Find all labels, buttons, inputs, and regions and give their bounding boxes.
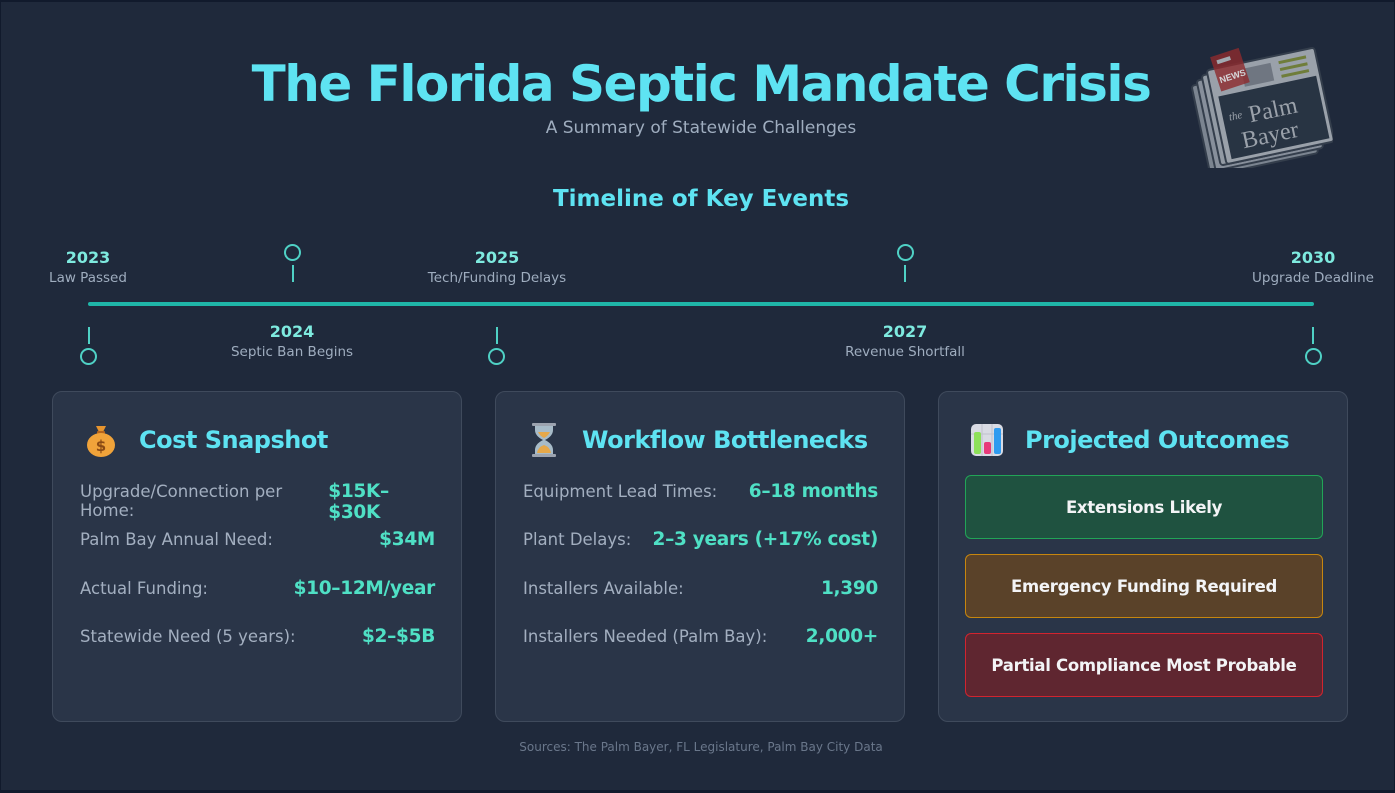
svg-text:$: $ — [96, 437, 106, 455]
timeline-event-2030: 2030 Upgrade Deadline — [1252, 248, 1374, 286]
projected-outcomes-card: Projected Outcomes Extensions Likely Eme… — [938, 391, 1348, 722]
sources-footer: Sources: The Palm Bayer, FL Legislature,… — [519, 740, 883, 754]
stat-row: Installers Available: 1,390 — [523, 578, 878, 599]
card-header: Projected Outcomes — [969, 422, 1290, 458]
stat-row: Statewide Need (5 years): $2–$5B — [80, 626, 435, 647]
card-title: Workflow Bottlenecks — [582, 426, 868, 454]
stat-row: Equipment Lead Times: 6–18 months — [523, 481, 878, 502]
svg-text:the: the — [1228, 109, 1244, 124]
timeline-marker-icon — [80, 348, 97, 365]
card-title: Cost Snapshot — [139, 426, 328, 454]
stat-row: Actual Funding: $10–12M/year — [80, 578, 435, 599]
timeline-marker-icon — [897, 244, 914, 261]
workflow-bottlenecks-card: Workflow Bottlenecks Equipment Lead Time… — [495, 391, 905, 722]
outcome-extensions-likely: Extensions Likely — [965, 475, 1323, 539]
timeline-marker-icon — [1305, 348, 1322, 365]
timeline-marker-icon — [488, 348, 505, 365]
header: The Florida Septic Mandate Crisis A Summ… — [1, 54, 1395, 138]
bar-chart-icon — [969, 422, 1005, 458]
timeline-stem — [904, 265, 906, 282]
timeline-stem — [88, 327, 90, 344]
timeline-event-2027: 2027 Revenue Shortfall — [845, 322, 965, 360]
card-title: Projected Outcomes — [1025, 426, 1290, 454]
outcome-partial-compliance: Partial Compliance Most Probable — [965, 633, 1323, 697]
card-header: $ Cost Snapshot — [83, 422, 328, 458]
stat-row: Palm Bay Annual Need: $34M — [80, 529, 435, 550]
card-header: Workflow Bottlenecks — [526, 422, 868, 458]
stat-row: Plant Delays: 2–3 years (+17% cost) — [523, 529, 878, 550]
timeline-event-2023: 2023 Law Passed — [49, 248, 127, 286]
timeline-stem — [292, 265, 294, 282]
page-title: The Florida Septic Mandate Crisis — [251, 55, 1152, 113]
timeline-marker-icon — [284, 244, 301, 261]
timeline-axis — [88, 302, 1314, 306]
timeline-event-2025: 2025 Tech/Funding Delays — [427, 248, 567, 286]
stat-row: Upgrade/Connection per Home: $15K–$30K — [80, 481, 389, 523]
money-bag-icon: $ — [83, 422, 119, 458]
palm-bayer-newspaper-logo: the Palm Bayer NEWS — [1191, 47, 1333, 168]
outcome-emergency-funding: Emergency Funding Required — [965, 554, 1323, 618]
cost-snapshot-card: $ Cost Snapshot Upgrade/Connection per H… — [52, 391, 462, 722]
page-subtitle: A Summary of Statewide Challenges — [545, 118, 857, 138]
timeline-stem — [496, 327, 498, 344]
timeline-stem — [1312, 327, 1314, 344]
timeline-title: Timeline of Key Events — [552, 186, 850, 212]
timeline-event-2024: 2024 Septic Ban Begins — [230, 322, 354, 360]
hourglass-icon — [526, 422, 562, 458]
stat-row: Installers Needed (Palm Bay): 2,000+ — [523, 626, 878, 647]
